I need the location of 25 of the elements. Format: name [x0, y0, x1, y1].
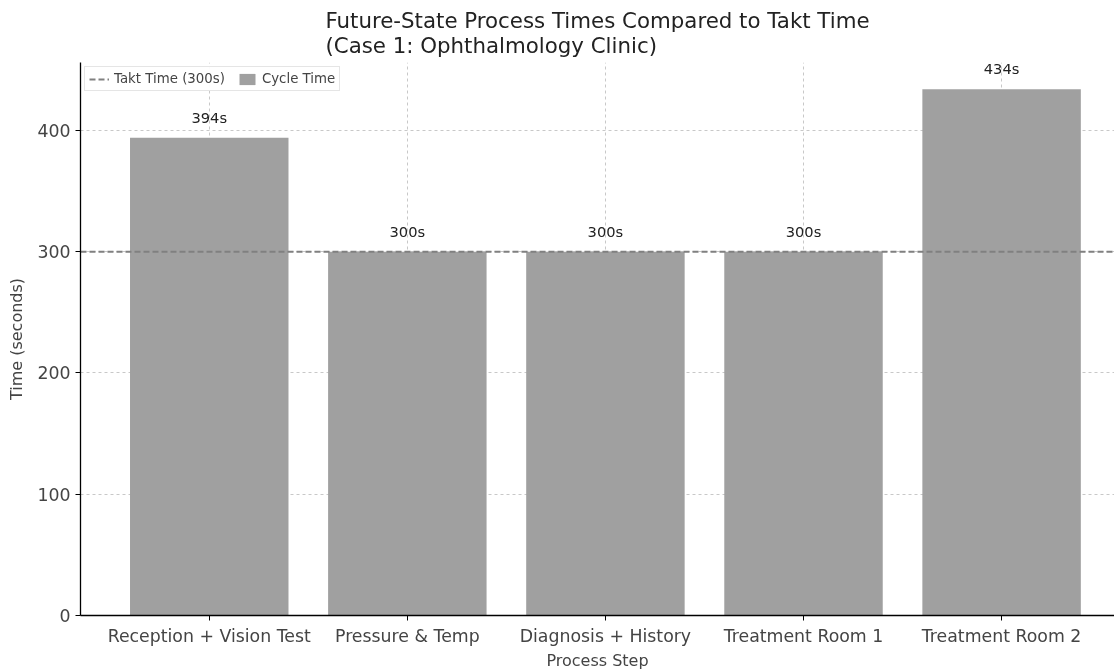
bar [328, 251, 487, 616]
x-axis-title: Process Step [546, 650, 649, 670]
bar [130, 137, 289, 616]
y-tick-label: 200 [37, 363, 71, 384]
chart-title: Future-State Process Times Compared to Takt Time (Case 1: Ophthalmology Clinic) [325, 7, 870, 58]
x-tick-label: Diagnosis + History [519, 625, 692, 646]
x-tick-label: Pressure & Temp [334, 625, 480, 646]
y-tick-label: 100 [37, 484, 71, 505]
y-tick-label: 300 [37, 242, 71, 263]
data-label: 434s [983, 60, 1020, 78]
bar [724, 251, 883, 616]
data-label: 300s [587, 222, 624, 240]
data-label: 394s [191, 108, 228, 126]
y-tick-label: 400 [37, 120, 71, 141]
bar [526, 251, 685, 616]
x-tick-label: Reception + Vision Test [107, 625, 312, 646]
legend-label: Cycle Time [261, 71, 336, 86]
x-tick-label: Treatment Room 2 [920, 625, 1082, 646]
x-tick-label: Treatment Room 1 [722, 625, 884, 646]
y-axis-title: Time (seconds) [7, 277, 27, 402]
data-label: 300s [389, 222, 426, 240]
y-tick-label: 0 [59, 606, 71, 626]
legend-label: Takt Time (300s) [114, 71, 225, 86]
data-label: 300s [785, 222, 822, 240]
bar [922, 89, 1081, 616]
